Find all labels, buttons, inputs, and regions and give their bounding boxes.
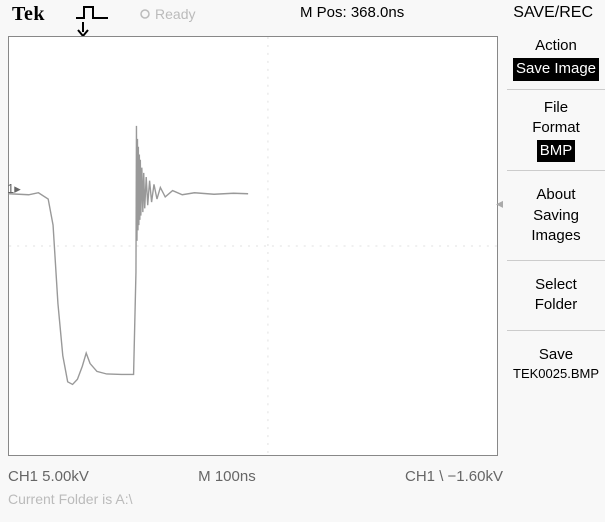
softkey-line: TEK0025.BMP — [511, 365, 601, 383]
brand-logo: Tek — [0, 3, 45, 26]
trigger-level-arrow-icon: ◂ — [496, 195, 503, 212]
softkey-menu: Action Save Image File Format BMP About … — [507, 28, 605, 468]
softkey-file-format[interactable]: File Format BMP — [507, 90, 605, 172]
softkey-value: Save Image — [513, 58, 599, 80]
trigger-readout: CH1 \ −1.60kV — [405, 468, 505, 485]
current-folder-readout: Current Folder is A:\ — [8, 485, 505, 507]
softkey-line: Images — [511, 226, 601, 246]
waveform-display: 1▸ ◂ — [8, 36, 498, 456]
softkey-line: Folder — [511, 295, 601, 315]
softkey-save[interactable]: Save TEK0025.BMP — [507, 331, 605, 397]
footer-readouts: CH1 5.00kV M 100ns CH1 \ −1.60kV Current… — [8, 464, 505, 522]
softkey-action[interactable]: Action Save Image — [507, 28, 605, 90]
ch1-ground-marker: 1▸ — [7, 181, 21, 197]
softkey-label: Format — [511, 118, 601, 138]
softkey-about[interactable]: About Saving Images — [507, 171, 605, 261]
status-dot-icon — [139, 8, 151, 20]
softkey-line: Select — [511, 275, 601, 295]
softkey-value: BMP — [537, 140, 576, 162]
status-text: Ready — [155, 6, 195, 22]
menu-title: SAVE/REC — [513, 4, 593, 22]
timebase-readout: M 100ns — [198, 468, 256, 485]
channel-scale-readout: CH1 5.00kV — [8, 468, 89, 485]
oscilloscope-screen: Tek Ready M Pos: 368.0ns SAVE/REC 1▸ ◂ A… — [0, 0, 605, 522]
softkey-line: Save — [511, 345, 601, 365]
acquisition-status: Ready — [139, 6, 195, 22]
softkey-line: About — [511, 185, 601, 205]
m-position-readout: M Pos: 368.0ns — [300, 4, 404, 21]
top-bar: Tek Ready M Pos: 368.0ns SAVE/REC — [0, 0, 605, 28]
softkey-label: Action — [511, 36, 601, 56]
waveform-svg — [9, 37, 497, 455]
softkey-label: File — [511, 98, 601, 118]
softkey-select-folder[interactable]: Select Folder — [507, 261, 605, 331]
softkey-line: Saving — [511, 206, 601, 226]
